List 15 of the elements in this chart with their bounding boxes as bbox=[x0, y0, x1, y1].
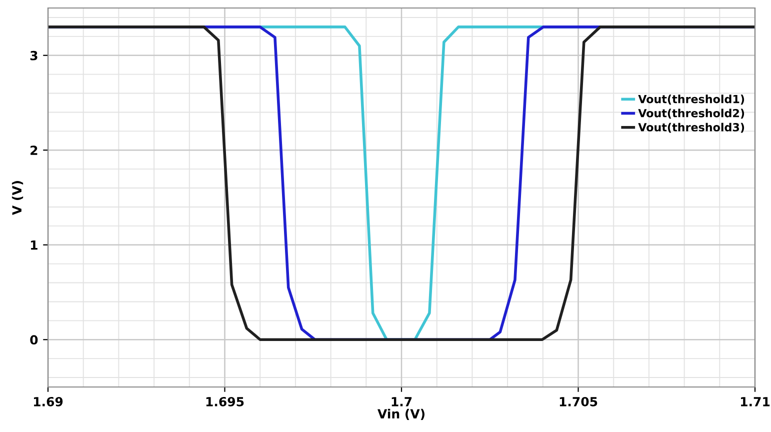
y-tick-label: 1 bbox=[30, 240, 38, 250]
y-axis-title: V (V) bbox=[12, 181, 24, 215]
x-axis-title: Vin (V) bbox=[378, 408, 424, 420]
legend-label: Vout(threshold1) bbox=[638, 94, 744, 105]
x-tick-label: 1.69 bbox=[34, 396, 63, 406]
x-tick-label: 1.705 bbox=[560, 396, 598, 406]
y-tick-label: 3 bbox=[30, 50, 38, 60]
y-tick-label: 2 bbox=[30, 146, 38, 155]
legend-label: Vout(threshold3) bbox=[638, 122, 744, 133]
x-tick-label: 1.71 bbox=[740, 397, 770, 406]
y-tick-label: 0 bbox=[30, 335, 38, 345]
x-tick-label: 1.695 bbox=[206, 396, 244, 406]
x-tick-label: 1.7 bbox=[392, 397, 412, 406]
line-series bbox=[48, 26, 755, 342]
legend-label: Vout(threshold2) bbox=[638, 108, 744, 119]
